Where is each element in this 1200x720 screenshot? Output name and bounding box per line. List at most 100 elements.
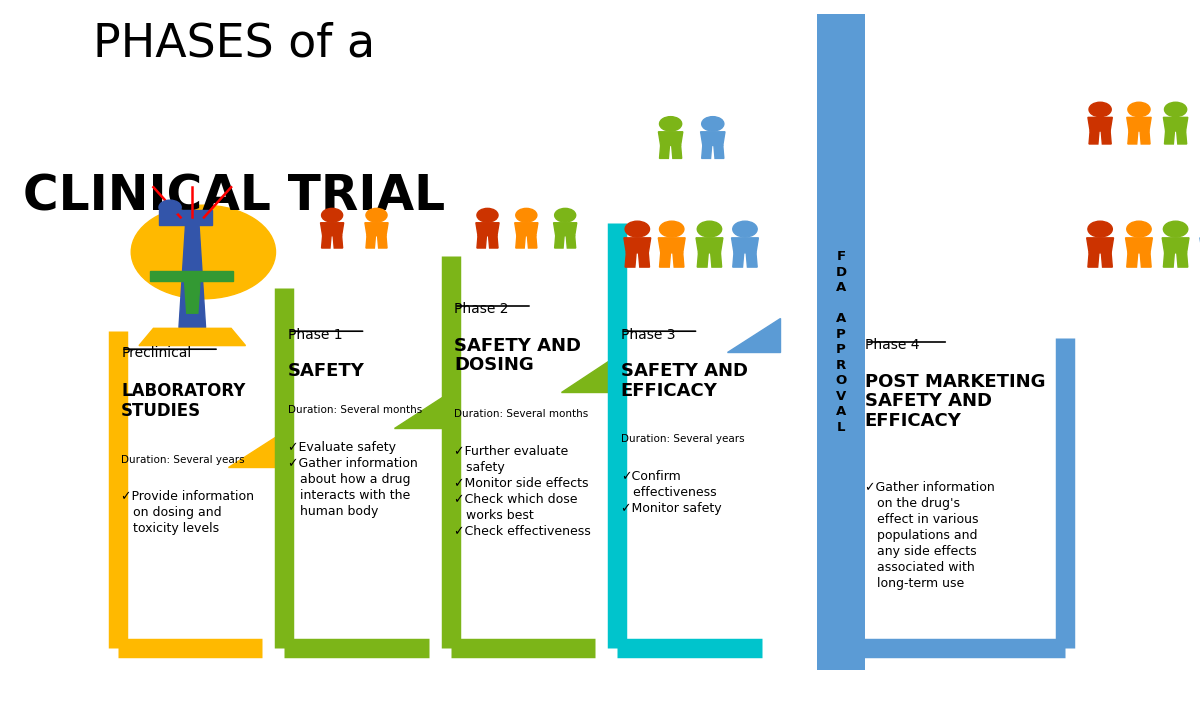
Text: ✓Provide information
   on dosing and
   toxicity levels: ✓Provide information on dosing and toxic…	[121, 490, 254, 534]
Polygon shape	[527, 235, 536, 248]
Text: LABORATORY
STUDIES: LABORATORY STUDIES	[121, 382, 246, 420]
Text: SAFETY AND
EFFICACY: SAFETY AND EFFICACY	[620, 362, 748, 400]
Polygon shape	[553, 222, 577, 235]
Text: POST MARKETING
SAFETY AND
EFFICACY: POST MARKETING SAFETY AND EFFICACY	[865, 373, 1045, 430]
Polygon shape	[334, 235, 343, 248]
Text: Duration: Several months: Duration: Several months	[288, 405, 422, 415]
Polygon shape	[1087, 238, 1114, 253]
Polygon shape	[672, 145, 682, 158]
Circle shape	[131, 205, 276, 299]
Polygon shape	[366, 235, 376, 248]
Circle shape	[660, 117, 682, 131]
Polygon shape	[228, 433, 281, 467]
Text: SAFETY: SAFETY	[288, 362, 365, 380]
Polygon shape	[659, 238, 685, 253]
Polygon shape	[1163, 253, 1175, 267]
Polygon shape	[660, 253, 671, 267]
Polygon shape	[560, 357, 614, 392]
Bar	[150, 271, 233, 281]
Polygon shape	[554, 235, 564, 248]
Polygon shape	[1140, 253, 1151, 267]
Polygon shape	[566, 235, 576, 248]
Text: F
D
A
 
A
P
P
R
O
V
A
L: F D A A P P R O V A L	[835, 251, 846, 433]
Polygon shape	[624, 238, 650, 253]
Polygon shape	[1140, 131, 1150, 144]
Polygon shape	[1162, 238, 1189, 253]
Polygon shape	[1090, 131, 1099, 144]
Text: Duration: Several years: Duration: Several years	[620, 434, 744, 444]
Text: PHASES of a: PHASES of a	[94, 22, 376, 67]
Polygon shape	[1088, 253, 1099, 267]
Circle shape	[702, 117, 724, 131]
Polygon shape	[365, 222, 388, 235]
Circle shape	[1164, 102, 1187, 117]
Polygon shape	[1088, 117, 1112, 131]
Bar	[817, 14, 865, 670]
Polygon shape	[320, 222, 343, 235]
Circle shape	[625, 221, 649, 237]
Polygon shape	[395, 393, 448, 428]
Polygon shape	[732, 238, 758, 253]
Polygon shape	[746, 253, 757, 267]
Polygon shape	[1164, 131, 1175, 144]
Circle shape	[554, 208, 576, 222]
Polygon shape	[179, 223, 205, 328]
Polygon shape	[488, 235, 498, 248]
Circle shape	[697, 221, 721, 237]
Circle shape	[1128, 102, 1150, 117]
Polygon shape	[476, 235, 486, 248]
Polygon shape	[733, 253, 744, 267]
Text: ✓Confirm
   effectiveness
✓Monitor safety: ✓Confirm effectiveness ✓Monitor safety	[620, 470, 721, 516]
Text: ✓Further evaluate
   safety
✓Monitor side effects
✓Check which dose
   works bes: ✓Further evaluate safety ✓Monitor side e…	[454, 445, 590, 538]
Polygon shape	[673, 253, 684, 267]
Text: Phase 1: Phase 1	[288, 328, 342, 341]
Polygon shape	[378, 235, 388, 248]
Text: ✓Gather information
   on the drug's
   effect in various
   populations and
   : ✓Gather information on the drug's effect…	[865, 481, 995, 590]
Circle shape	[476, 208, 498, 222]
Circle shape	[733, 221, 757, 237]
Polygon shape	[1177, 131, 1187, 144]
Polygon shape	[1127, 117, 1151, 131]
Polygon shape	[727, 318, 780, 352]
Text: Preclinical: Preclinical	[121, 346, 192, 359]
Polygon shape	[185, 281, 200, 313]
Polygon shape	[714, 145, 724, 158]
Polygon shape	[1163, 117, 1188, 131]
Polygon shape	[638, 253, 649, 267]
Polygon shape	[710, 253, 721, 267]
Polygon shape	[322, 235, 331, 248]
Polygon shape	[1177, 253, 1188, 267]
Polygon shape	[660, 145, 670, 158]
Circle shape	[158, 200, 181, 215]
Text: SAFETY AND
DOSING: SAFETY AND DOSING	[454, 337, 581, 374]
Circle shape	[366, 208, 388, 222]
Circle shape	[1127, 221, 1151, 237]
Polygon shape	[1128, 131, 1138, 144]
Polygon shape	[696, 238, 722, 253]
Polygon shape	[515, 222, 538, 235]
Polygon shape	[697, 253, 708, 267]
Polygon shape	[625, 253, 636, 267]
Text: CLINICAL TRIAL: CLINICAL TRIAL	[23, 173, 445, 221]
Text: ✓Evaluate safety
✓Gather information
   about how a drug
   interacts with the
 : ✓Evaluate safety ✓Gather information abo…	[288, 441, 418, 518]
Circle shape	[516, 208, 536, 222]
Polygon shape	[516, 235, 526, 248]
Polygon shape	[1126, 238, 1152, 253]
Circle shape	[1090, 102, 1111, 117]
Text: Duration: Several years: Duration: Several years	[121, 455, 245, 465]
Polygon shape	[702, 145, 712, 158]
Text: Duration: Several months: Duration: Several months	[454, 409, 588, 419]
Polygon shape	[139, 328, 246, 346]
Polygon shape	[476, 222, 499, 235]
Circle shape	[322, 208, 343, 222]
Text: Phase 3: Phase 3	[620, 328, 676, 341]
Circle shape	[660, 221, 684, 237]
Polygon shape	[659, 132, 683, 145]
Circle shape	[1088, 221, 1112, 237]
Text: Phase 4: Phase 4	[865, 338, 919, 352]
Text: Phase 2: Phase 2	[454, 302, 509, 316]
Polygon shape	[1102, 253, 1112, 267]
Polygon shape	[158, 210, 212, 225]
Circle shape	[1163, 221, 1188, 237]
Polygon shape	[1127, 253, 1138, 267]
